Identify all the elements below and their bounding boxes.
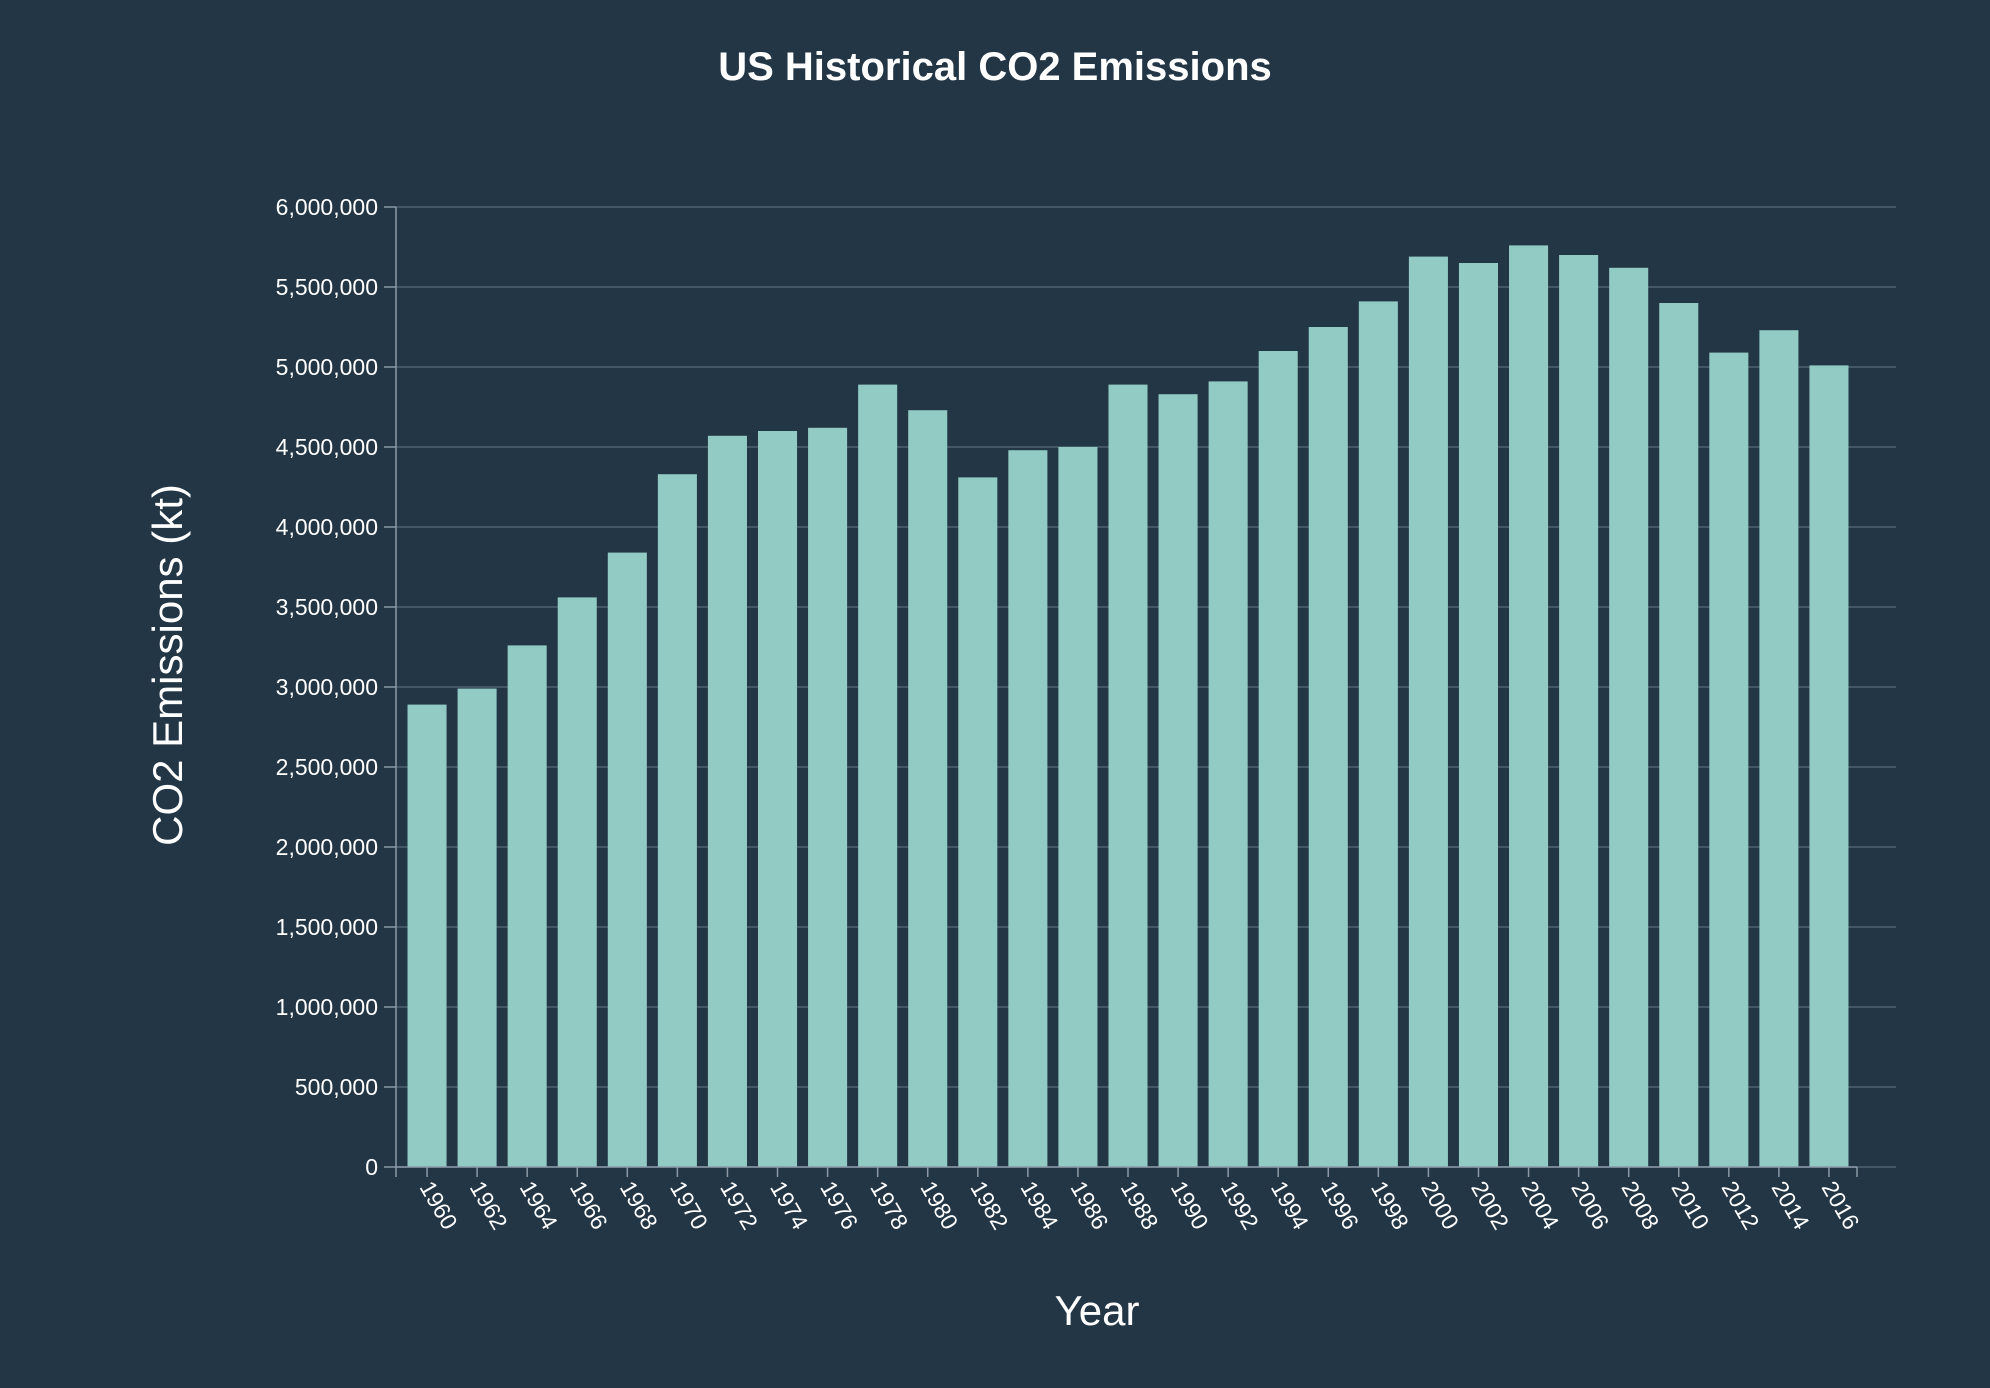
y-tick-label: 5,500,000 (276, 274, 378, 300)
x-tick-labels: 1960 1962 1964 1966 1968 1970 1972 1974 1976 1978… (415, 1167, 1865, 1234)
x-tick-label: 1988 (1116, 1177, 1164, 1234)
bar (1809, 365, 1849, 1167)
bar (1208, 381, 1248, 1167)
bar (507, 645, 547, 1167)
x-tick-label: 1984 (1016, 1177, 1064, 1234)
bar (958, 477, 998, 1167)
bar (457, 688, 497, 1167)
x-tick-label: 1978 (865, 1177, 913, 1234)
bar (1609, 267, 1649, 1167)
x-tick-label: 1974 (765, 1177, 813, 1234)
bar (557, 597, 597, 1167)
chart-title: US Historical CO2 Emissions (718, 45, 1272, 89)
y-tick-label: 1,000,000 (276, 994, 378, 1020)
bar (1008, 450, 1048, 1167)
bar (407, 704, 447, 1167)
x-tick-label: 1966 (565, 1177, 613, 1234)
x-tick-label: 1962 (465, 1177, 513, 1234)
y-tick-label: 3,500,000 (276, 594, 378, 620)
x-tick-label: 1994 (1266, 1177, 1314, 1234)
x-tick-label: 1998 (1366, 1177, 1414, 1234)
bar (1108, 384, 1148, 1168)
x-tick-label: 2006 (1566, 1177, 1614, 1234)
y-tick-label: 3,000,000 (276, 674, 378, 700)
x-tick-label: 1970 (665, 1177, 713, 1234)
bar (1408, 256, 1448, 1168)
y-tick-label: 4,000,000 (276, 514, 378, 540)
x-tick-label: 2000 (1416, 1177, 1464, 1234)
bar (1058, 447, 1098, 1167)
x-tick-label: 1960 (415, 1177, 463, 1234)
bar (1158, 394, 1198, 1167)
bar (1308, 327, 1348, 1167)
x-tick-label: 2004 (1516, 1177, 1564, 1234)
bar (858, 384, 898, 1168)
y-tick-label: 5,000,000 (276, 354, 378, 380)
x-tick-label: 2016 (1817, 1177, 1865, 1234)
bar (1559, 255, 1599, 1167)
bar (757, 431, 798, 1167)
x-tick-label: 2002 (1466, 1177, 1514, 1234)
x-tick-label: 2008 (1616, 1177, 1664, 1234)
bar (1509, 245, 1549, 1167)
y-tick-label: 0 (365, 1154, 378, 1180)
x-tick-label: 2012 (1716, 1177, 1764, 1234)
bar (1709, 352, 1749, 1168)
x-tick-label: 1968 (615, 1177, 663, 1234)
y-tick-label: 6,000,000 (276, 194, 378, 220)
x-tick-label: 2014 (1767, 1177, 1815, 1234)
x-tick-label: 1986 (1066, 1177, 1114, 1234)
x-tick-label: 1964 (515, 1177, 563, 1234)
bar (707, 435, 747, 1167)
y-tick-label: 4,500,000 (276, 434, 378, 460)
y-tick-label: 1,500,000 (276, 914, 378, 940)
x-tick-label: 1972 (715, 1177, 763, 1234)
y-tick-label: 2,500,000 (276, 754, 378, 780)
y-axis-title: CO2 Emissions (kt) (144, 484, 191, 846)
x-tick-label: 1992 (1216, 1177, 1264, 1234)
x-tick-label: 1982 (965, 1177, 1013, 1234)
x-tick-label: 2010 (1666, 1177, 1714, 1234)
bar (1258, 351, 1298, 1167)
x-tick-label: 1990 (1166, 1177, 1214, 1234)
x-tick-label: 1996 (1316, 1177, 1364, 1234)
bar (657, 474, 697, 1167)
y-tick-label: 500,000 (295, 1074, 378, 1100)
y-tick-label: 2,000,000 (276, 834, 378, 860)
bar (908, 410, 948, 1167)
bar (1358, 301, 1398, 1167)
x-tick-label: 1980 (915, 1177, 963, 1234)
bar (1759, 330, 1799, 1167)
bar (808, 427, 848, 1167)
y-tick-labels: 0 500,000 1,000,000 1,500,000 2,000,000 2,500… (276, 194, 396, 1180)
bar (1458, 263, 1499, 1167)
x-axis-title: Year (1055, 1287, 1140, 1334)
x-tick-label: 1976 (815, 1177, 863, 1234)
bar (607, 552, 647, 1167)
bars (407, 245, 1849, 1168)
bar (1659, 303, 1699, 1167)
